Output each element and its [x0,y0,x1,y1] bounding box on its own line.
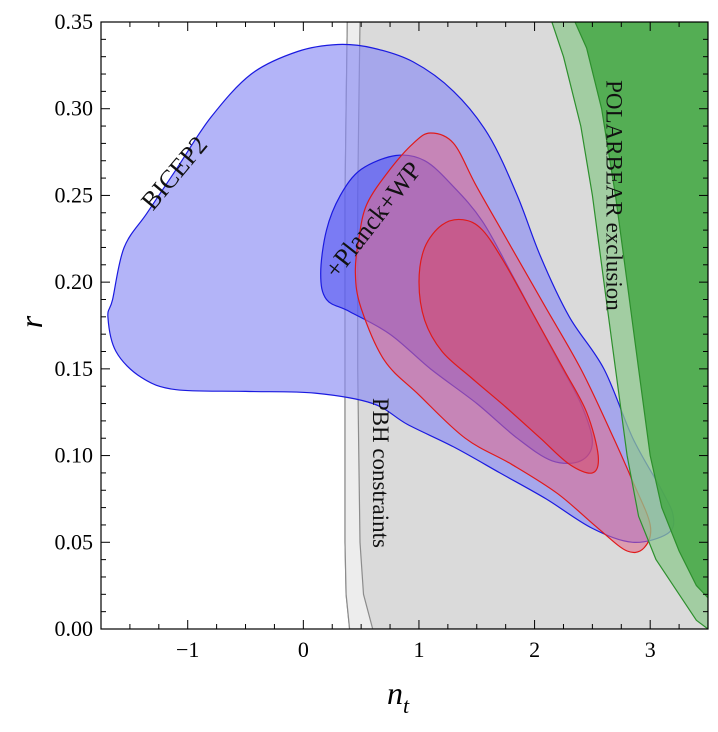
x-axis-title: nt [387,675,410,718]
region-planck-68 [418,218,600,474]
y-tick-label: 0.20 [55,269,94,294]
x-tick-label: 2 [529,637,540,662]
y-tick-label: 0.00 [55,616,94,641]
annotation-polarbear: POLARBEAR exclusion [602,80,627,311]
x-tick-label: −1 [176,637,199,662]
x-tick-label: 1 [413,637,424,662]
y-tick-label: 0.05 [55,529,94,554]
y-tick-label: 0.15 [55,356,94,381]
plot-frame [100,21,709,630]
y-axis-title: r [13,315,49,328]
y-tick-label: 0.25 [55,182,94,207]
annotation-pbh: PBH constraints [368,398,393,548]
y-tick-label: 0.35 [55,9,94,34]
y-tick-label: 0.10 [55,443,94,468]
y-tick-label: 0.30 [55,96,94,121]
x-axis-title-main: n [387,675,403,711]
ticks-layer: −1 0 1 2 3 0.00 0.05 0.10 0.15 0.20 0.25 0.30 0.35 [55,9,709,662]
x-tick-label: 0 [298,637,309,662]
regions-layer [107,22,708,629]
x-axis-title-subscript: t [403,693,410,718]
region-polarbear-dark [574,22,708,599]
x-tick-label: 3 [645,637,656,662]
